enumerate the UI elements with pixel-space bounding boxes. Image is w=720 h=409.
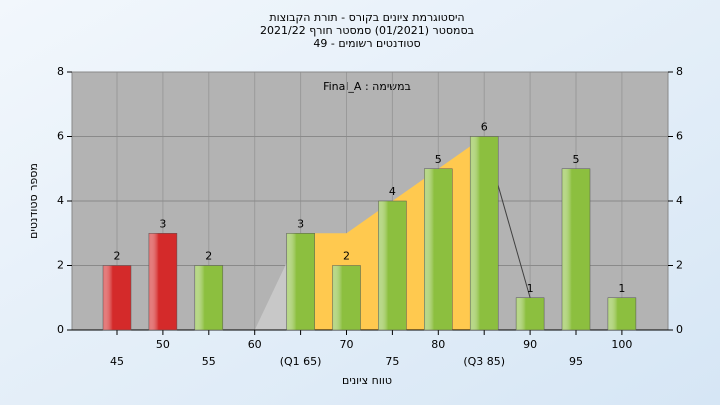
y2-tick-label: 4 xyxy=(676,194,683,207)
value-label: 4 xyxy=(389,185,396,198)
x-tick-label: 75 xyxy=(385,355,399,368)
y-axis-label: מספר סטודנטים xyxy=(27,163,40,239)
bar xyxy=(332,265,361,331)
value-label: 6 xyxy=(481,121,488,134)
bar xyxy=(607,297,637,331)
y-tick-label: 0 xyxy=(57,323,64,336)
y-tick-label: 6 xyxy=(57,130,64,143)
x-tick-label: 60 xyxy=(248,338,262,351)
value-label: 3 xyxy=(159,217,166,230)
bar xyxy=(561,168,591,331)
x-tick-label: 55 xyxy=(202,355,216,368)
x-axis-label: טווח ציונים xyxy=(342,374,392,387)
y2-tick-label: 8 xyxy=(676,65,683,78)
bar xyxy=(515,297,545,331)
y2-tick-label: 2 xyxy=(676,259,683,272)
x-tick-label: 95 xyxy=(569,355,583,368)
bar xyxy=(424,168,453,331)
y2-tick-label: 6 xyxy=(676,130,683,143)
bar xyxy=(469,136,499,331)
bar xyxy=(378,200,407,331)
value-label: 5 xyxy=(435,153,442,166)
title-line: סטודנטים רשומים - 49 xyxy=(313,37,420,50)
value-label: 2 xyxy=(114,250,121,263)
value-label: 1 xyxy=(527,282,534,295)
x-tick-label: 50 xyxy=(156,338,170,351)
x-tick-label: 80 xyxy=(431,338,445,351)
annotation: Final_A : במשימה xyxy=(323,80,411,93)
bar xyxy=(102,265,132,331)
x-tick-label: (Q3 85) xyxy=(463,355,505,368)
bar xyxy=(148,233,178,331)
bar xyxy=(194,265,224,331)
x-tick-label: 45 xyxy=(110,355,124,368)
title-line: בסמסטר (01/2021) סמסטר חורף 2021/22 xyxy=(260,24,474,37)
value-label: 3 xyxy=(297,217,304,230)
y-tick-label: 4 xyxy=(57,194,64,207)
value-label: 5 xyxy=(573,153,580,166)
value-label: 2 xyxy=(205,250,212,263)
x-tick-label: (Q1 65) xyxy=(280,355,322,368)
bar xyxy=(286,233,315,331)
value-label: 1 xyxy=(618,282,625,295)
value-label: 2 xyxy=(343,250,350,263)
title-line: היסטוגרמת ציונים בקורס - תורת הקבוצות xyxy=(269,11,464,24)
x-tick-label: 100 xyxy=(611,338,632,351)
y-tick-label: 8 xyxy=(57,65,64,78)
y2-tick-label: 0 xyxy=(676,323,683,336)
x-tick-label: 90 xyxy=(523,338,537,351)
x-tick-label: 70 xyxy=(340,338,354,351)
y-tick-label: 2 xyxy=(57,259,64,272)
